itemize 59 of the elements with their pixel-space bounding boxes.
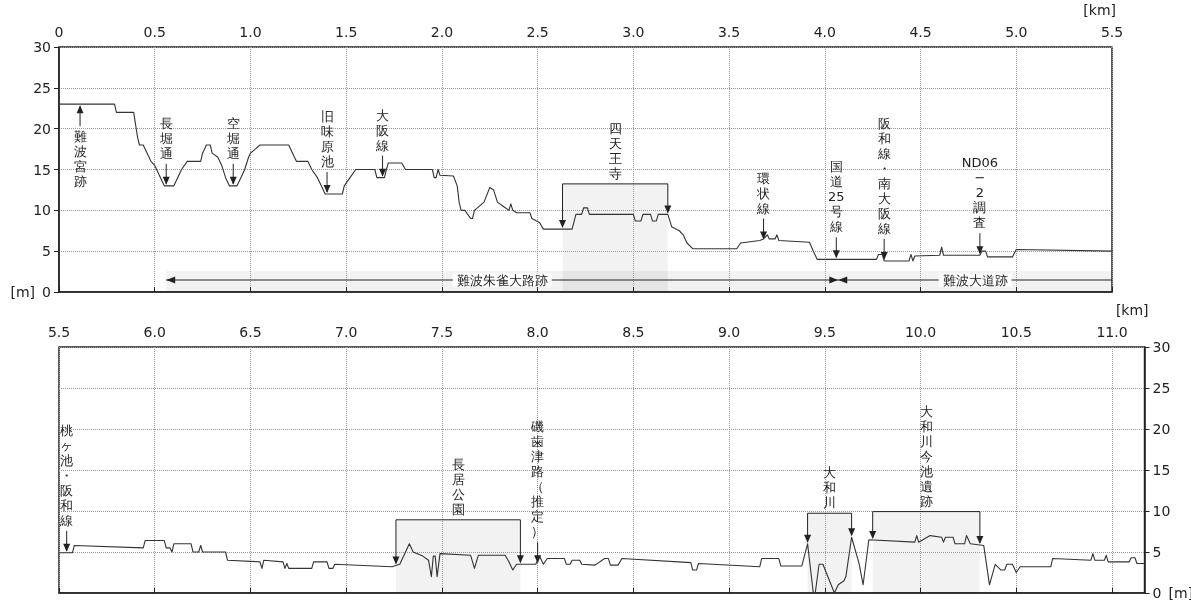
- y-tick-label: 5: [42, 243, 51, 260]
- annotation: 旧味原池: [320, 109, 334, 169]
- x-tick-label: 3.5: [717, 24, 741, 40]
- x-tick-label: 0.5: [143, 24, 166, 40]
- annotation: 長堀通: [158, 115, 173, 161]
- annotation: 磯歯津路（推定）: [530, 419, 545, 540]
- x-tick-label: 6.0: [143, 324, 166, 340]
- x-tick-label: 9.0: [717, 324, 741, 340]
- x-tick-label: 8.0: [526, 324, 549, 340]
- x-tick-label: 2.5: [526, 24, 549, 40]
- y-tick-label: 5: [1152, 544, 1162, 560]
- y-tick-label: 15: [1152, 462, 1171, 478]
- x-tick-label: 1.0: [239, 24, 262, 40]
- y-tick-label: 30: [33, 39, 51, 55]
- band-label: 大和川今池遺跡: [919, 403, 933, 509]
- x-tick-label: 4.0: [813, 24, 836, 40]
- annotation: 空堀通: [225, 115, 240, 161]
- x-tick-label: 7.5: [430, 324, 454, 340]
- y-tick-label: 25: [1152, 380, 1171, 396]
- x-axis-title: [km]: [1115, 302, 1149, 318]
- annotation: 環状線: [756, 170, 771, 216]
- x-tick-label: 10.0: [904, 324, 937, 340]
- x-tick-label: 2.0: [430, 24, 454, 40]
- y-tick-label: 15: [33, 161, 51, 178]
- x-tick-label: 10.5: [1000, 324, 1032, 340]
- x-tick-label: 5.0: [1005, 24, 1028, 40]
- line-series: [58, 103, 1113, 262]
- y-tick-label: 20: [1152, 421, 1171, 437]
- y-tick-label: 10: [33, 202, 51, 219]
- x-tick-label: 5.5: [47, 324, 71, 340]
- y-tick-label: 0: [42, 284, 51, 300]
- x-tick-label: 4.5: [909, 24, 932, 40]
- x-tick-label: 7.0: [335, 324, 358, 340]
- x-tick-label: 11.0: [1096, 324, 1128, 340]
- x-tick-label: 0: [54, 24, 64, 40]
- y-tick-label: 20: [33, 120, 51, 137]
- band-label: 長居公園: [451, 456, 465, 517]
- y-tick-label: 30: [1152, 339, 1171, 355]
- x-tick-label: 1.5: [335, 24, 358, 40]
- x-tick-label: 6.5: [239, 324, 262, 340]
- annotation: 国道25号線: [828, 159, 845, 235]
- band-label: 大和川: [823, 465, 837, 511]
- y-tick-label: 0: [1152, 585, 1162, 601]
- band-label: 難波朱雀大路跡: [456, 272, 548, 288]
- x-axis-title: [km]: [1083, 2, 1116, 18]
- band-label: 四天王寺: [608, 120, 622, 181]
- annotation: 桃ヶ池・阪和線: [59, 422, 74, 528]
- x-tick-label: 3.0: [622, 24, 645, 40]
- band-label: 難波大道跡: [942, 272, 1008, 288]
- x-tick-label: 5.5: [1100, 24, 1124, 40]
- y-tick-label: 10: [1152, 503, 1171, 519]
- y-tick-label: 25: [33, 79, 51, 96]
- x-tick-label: 9.5: [813, 324, 836, 340]
- x-tick-label: 8.5: [622, 324, 645, 340]
- annotation: 大阪線: [375, 107, 390, 153]
- y-axis-title: [m]: [10, 284, 35, 300]
- annotation: ND06−2調査: [961, 155, 999, 231]
- annotation: 難波宮跡: [73, 129, 87, 190]
- annotation: 阪和線・南大阪線: [876, 115, 891, 236]
